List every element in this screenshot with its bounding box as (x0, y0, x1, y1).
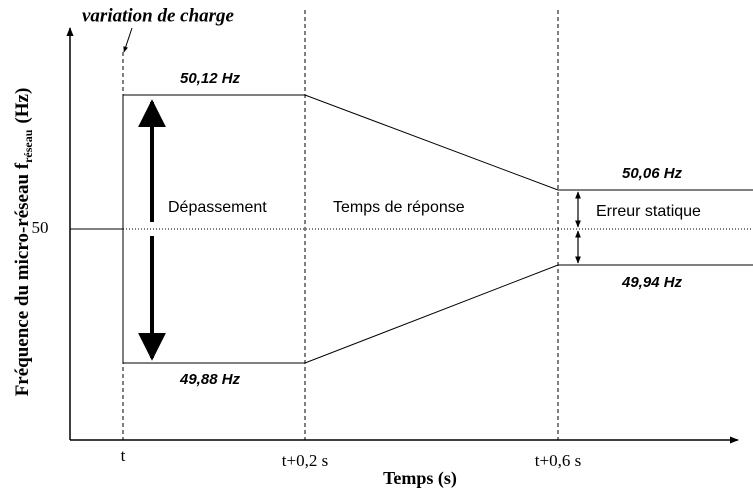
upper-envelope (123, 94, 753, 191)
static-error-label: Erreur statique (596, 203, 701, 220)
max-label: 50,12 Hz (180, 70, 241, 87)
y-label-sub: réseau (21, 129, 35, 163)
annotation-arrow (123, 27, 133, 53)
y-tick-label: 50 (32, 218, 49, 237)
min-label: 49,88 Hz (179, 371, 241, 388)
x-tick-label: t+0,2 s (282, 451, 328, 470)
x-tick-label: t (121, 446, 126, 465)
x-axis-label: Temps (s) (383, 468, 457, 489)
overshoot-label: Dépassement (168, 199, 267, 216)
lower-envelope (123, 264, 753, 364)
response-time-label: Temps de réponse (333, 199, 465, 216)
annotation: variation de charge (82, 5, 235, 26)
y-label-unit: (Hz) (12, 88, 33, 124)
y-label-main: Fréquence du micro-réseau f (12, 162, 33, 396)
upper-band-label: 50,06 Hz (622, 165, 683, 182)
y-axis-label: Fréquence du micro-réseau fréseau (Hz) (12, 88, 34, 397)
x-tick-label: t+0,6 s (535, 451, 581, 470)
lower-band-label: 49,94 Hz (621, 274, 683, 291)
